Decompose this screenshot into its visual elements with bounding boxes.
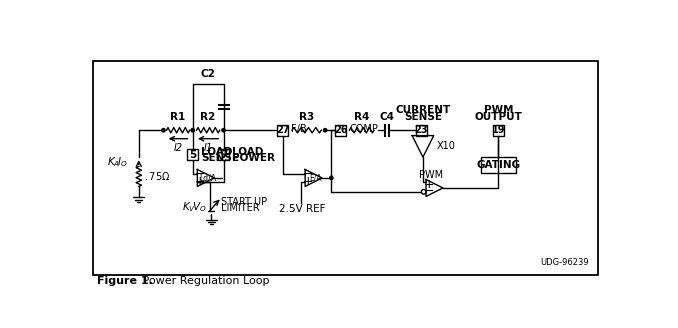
Text: START UP: START UP — [221, 197, 267, 207]
Bar — [218, 150, 229, 160]
Text: GATING: GATING — [477, 160, 521, 170]
Circle shape — [330, 176, 333, 180]
Text: I1: I1 — [203, 143, 213, 153]
Bar — [416, 125, 426, 135]
Bar — [481, 157, 516, 173]
Text: SENSE: SENSE — [404, 112, 442, 122]
Bar — [335, 125, 346, 135]
Text: 19: 19 — [492, 125, 505, 135]
Text: +: + — [424, 178, 435, 191]
Text: OUTPUT: OUTPUT — [475, 112, 522, 122]
Circle shape — [162, 129, 165, 132]
Text: R2: R2 — [201, 112, 216, 122]
Text: PWM: PWM — [483, 105, 513, 115]
Text: Figure 1.: Figure 1. — [97, 276, 153, 286]
Text: −: − — [195, 168, 205, 181]
Text: −: − — [424, 185, 435, 198]
Bar — [187, 150, 198, 160]
Bar — [93, 61, 598, 275]
Text: +: + — [195, 175, 205, 188]
Text: 5: 5 — [189, 150, 197, 160]
Text: Power Regulation Loop: Power Regulation Loop — [139, 276, 269, 286]
Text: R3: R3 — [299, 112, 315, 122]
Text: LOAD: LOAD — [201, 147, 233, 157]
Text: 26: 26 — [334, 125, 347, 135]
Circle shape — [323, 129, 327, 132]
Text: POWER: POWER — [232, 153, 275, 163]
Text: CURRENT: CURRENT — [395, 105, 451, 115]
Text: I2: I2 — [174, 143, 182, 153]
Text: Ld/A: Ld/A — [199, 174, 216, 182]
Text: X10: X10 — [437, 141, 456, 152]
Text: 7: 7 — [220, 150, 227, 160]
Text: $K_V\!V_O$: $K_V\!V_O$ — [182, 200, 207, 214]
Text: $.75\Omega$: $.75\Omega$ — [144, 171, 171, 182]
Text: C4: C4 — [379, 112, 394, 122]
Text: −: − — [303, 168, 313, 181]
Text: UDG-96239: UDG-96239 — [540, 257, 589, 267]
Text: C2: C2 — [201, 69, 216, 79]
Text: 27: 27 — [276, 125, 290, 135]
Text: F/B: F/B — [292, 124, 307, 134]
Text: $K_A\!I_O$: $K_A\!I_O$ — [107, 156, 127, 170]
Text: R4: R4 — [354, 112, 370, 122]
Text: +: + — [303, 175, 313, 188]
Bar — [277, 125, 288, 135]
Text: COMP: COMP — [349, 124, 378, 134]
Bar — [493, 125, 504, 135]
Text: R1: R1 — [170, 112, 186, 122]
Text: LIMITER: LIMITER — [221, 203, 260, 213]
Text: 2.5V REF: 2.5V REF — [279, 204, 325, 214]
Circle shape — [222, 129, 225, 132]
Text: E/A: E/A — [308, 174, 321, 182]
Text: SENSE: SENSE — [201, 153, 239, 163]
Text: LOAD: LOAD — [232, 147, 263, 157]
Circle shape — [191, 129, 195, 132]
Text: 23: 23 — [415, 125, 428, 135]
Text: PWM: PWM — [419, 170, 443, 180]
